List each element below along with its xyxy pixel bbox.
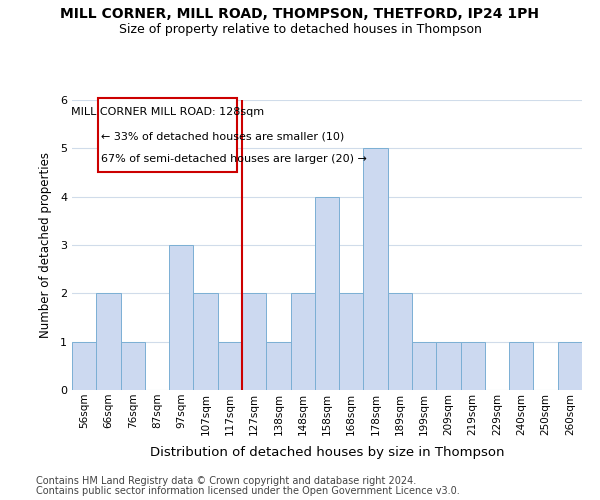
Bar — [388, 294, 412, 390]
Bar — [364, 148, 388, 390]
FancyBboxPatch shape — [97, 98, 237, 172]
Bar — [315, 196, 339, 390]
Text: Size of property relative to detached houses in Thompson: Size of property relative to detached ho… — [119, 22, 481, 36]
Bar — [193, 294, 218, 390]
Bar — [96, 294, 121, 390]
Text: Distribution of detached houses by size in Thompson: Distribution of detached houses by size … — [150, 446, 504, 459]
Text: ← 33% of detached houses are smaller (10): ← 33% of detached houses are smaller (10… — [101, 132, 344, 141]
Bar — [266, 342, 290, 390]
Bar — [72, 342, 96, 390]
Bar — [558, 342, 582, 390]
Text: MILL CORNER MILL ROAD: 128sqm: MILL CORNER MILL ROAD: 128sqm — [71, 107, 264, 117]
Bar — [436, 342, 461, 390]
Bar — [290, 294, 315, 390]
Bar — [461, 342, 485, 390]
Bar — [412, 342, 436, 390]
Text: Contains HM Land Registry data © Crown copyright and database right 2024.: Contains HM Land Registry data © Crown c… — [36, 476, 416, 486]
Text: MILL CORNER, MILL ROAD, THOMPSON, THETFORD, IP24 1PH: MILL CORNER, MILL ROAD, THOMPSON, THETFO… — [61, 8, 539, 22]
Text: 67% of semi-detached houses are larger (20) →: 67% of semi-detached houses are larger (… — [101, 154, 367, 164]
Bar — [169, 245, 193, 390]
Bar — [242, 294, 266, 390]
Text: Contains public sector information licensed under the Open Government Licence v3: Contains public sector information licen… — [36, 486, 460, 496]
Bar — [218, 342, 242, 390]
Bar — [509, 342, 533, 390]
Bar — [339, 294, 364, 390]
Y-axis label: Number of detached properties: Number of detached properties — [38, 152, 52, 338]
Bar — [121, 342, 145, 390]
